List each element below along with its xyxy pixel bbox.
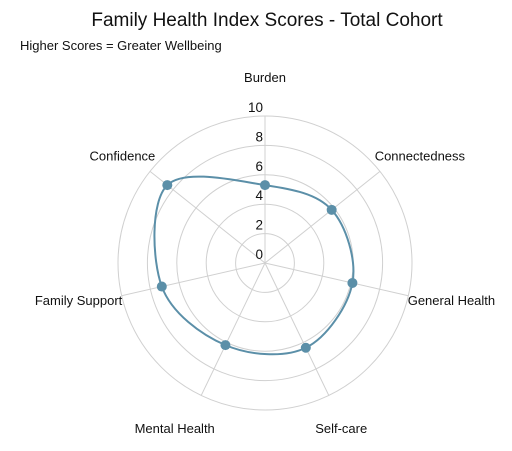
tick-label-0: 0 [255,247,263,262]
axis-label-5: Family Support [35,293,123,308]
axis-label-1: Connectedness [375,148,466,163]
data-point-self-care [300,342,311,353]
axis-label-2: General Health [408,293,495,308]
spoke-5 [121,262,266,297]
spoke-3 [264,262,330,396]
tick-label-4: 4 [255,188,263,203]
chart-subtitle: Higher Scores = Greater Wellbeing [20,38,222,53]
axis-label-4: Mental Health [135,421,215,436]
chart-title: Family Health Index Scores - Total Cohor… [91,10,443,31]
spoke-2 [264,262,409,297]
axis-label-0: Burden [244,70,286,85]
tick-label-2: 2 [255,218,263,233]
spoke-1 [264,170,381,264]
spoke-4 [200,262,266,396]
series-layer [153,175,358,356]
axis-labels: Burden Connectedness General Health Self-ca… [35,70,495,436]
data-point-confidence [162,180,173,191]
tick-label-8: 8 [255,129,263,144]
tick-labels: 0 2 4 6 8 10 [248,100,264,262]
axis-label-3: Self-care [315,421,367,436]
data-point-general-health [347,277,358,288]
data-point-connectedness [326,204,337,215]
tick-label-6: 6 [255,159,263,174]
data-point-family-support [156,281,167,292]
data-point-burden [260,180,270,191]
tick-label-10: 10 [248,100,263,115]
axis-label-6: Confidence [90,148,156,163]
data-point-mental-health [220,340,231,351]
